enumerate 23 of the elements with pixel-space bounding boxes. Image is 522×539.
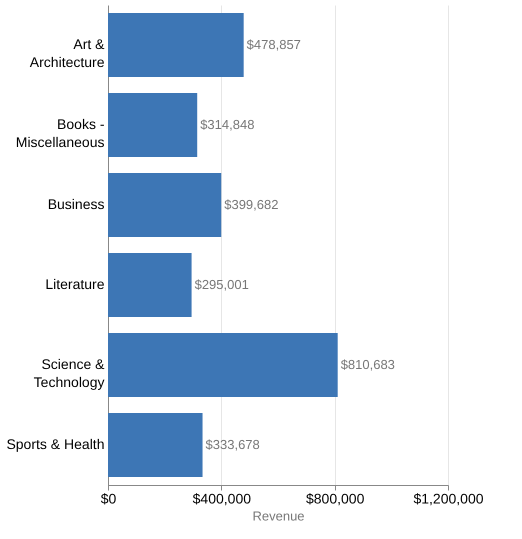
data-label: $333,678 (206, 437, 260, 452)
bar (108, 333, 338, 397)
bar (108, 173, 222, 237)
y-tick-label: Sports & Health (6, 436, 104, 452)
x-axis-title: Revenue (252, 508, 305, 524)
data-label: $810,683 (340, 357, 395, 372)
data-label: $478,857 (246, 37, 301, 52)
bar (108, 413, 203, 477)
y-tick-label: Art & Architecture (30, 36, 106, 70)
data-label: $314,848 (200, 117, 254, 132)
y-tick-label: Literature (45, 276, 105, 292)
bar (108, 253, 192, 317)
x-tick-label: $0 (100, 490, 116, 506)
y-tick-label: Books - Miscellaneous (16, 116, 105, 150)
data-label: $295,001 (194, 277, 249, 292)
x-tick-label: $400,000 (192, 490, 252, 506)
y-tick-label: Business (48, 196, 104, 212)
bar (108, 93, 198, 157)
x-tick-label: $1,200,000 (413, 490, 484, 506)
y-tick-label: Science & Technology (34, 356, 106, 390)
data-label: $399,682 (224, 197, 278, 212)
x-tick-label: $800,000 (306, 490, 365, 506)
bar (108, 13, 244, 77)
